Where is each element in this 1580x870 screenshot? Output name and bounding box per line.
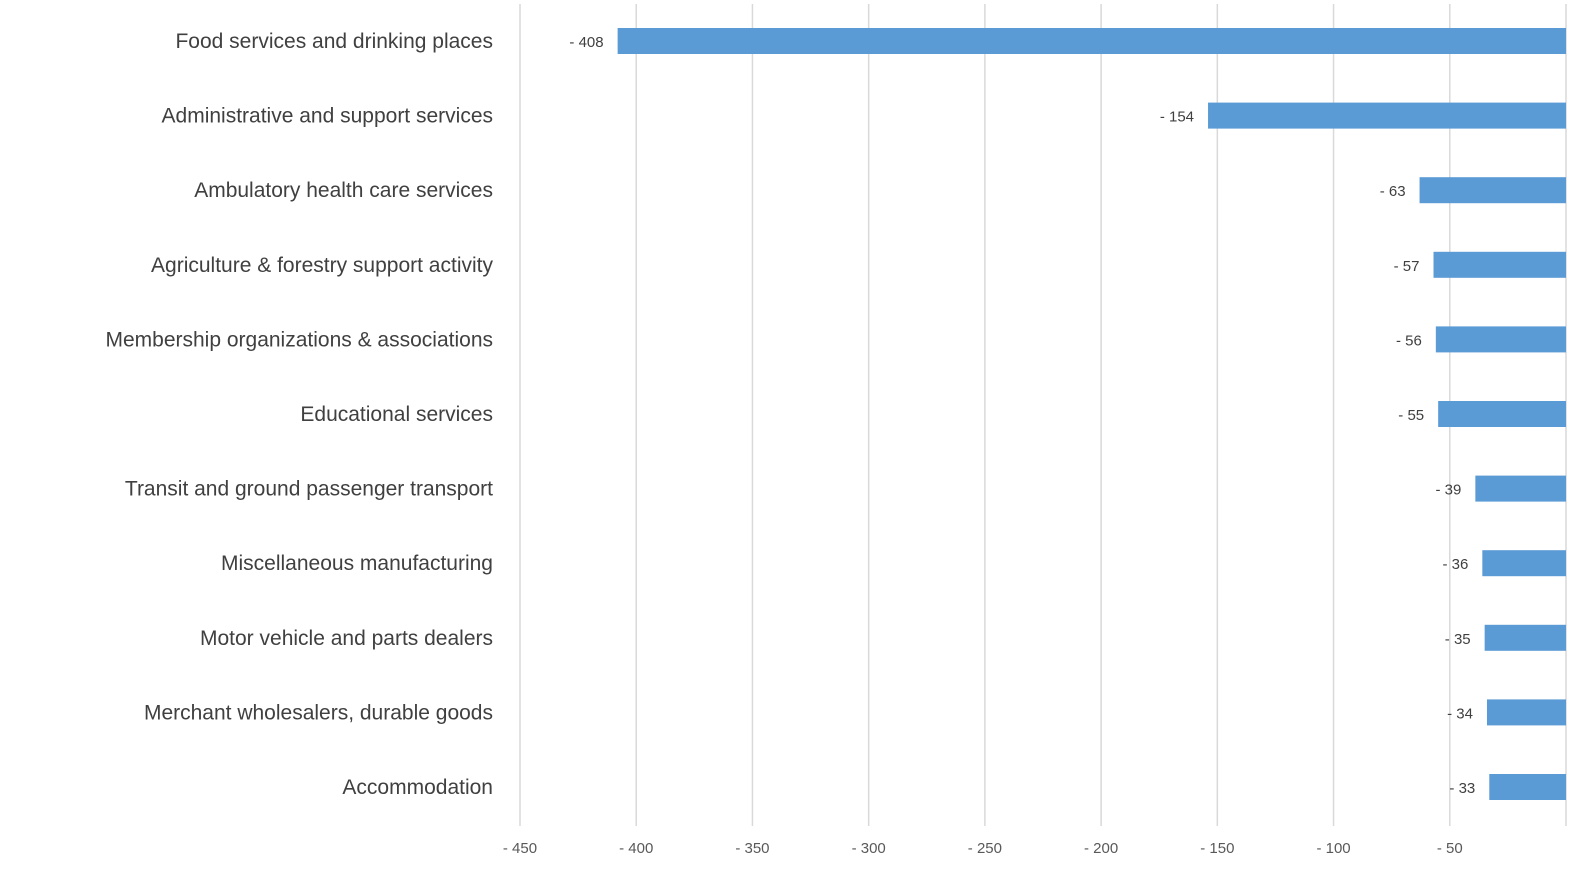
x-tick-label: - 250 [968, 840, 1002, 857]
category-label: Accommodation [342, 776, 493, 799]
data-label: - 63 [1380, 183, 1406, 200]
data-labels: - 408 - 154 - 63 - 57 - 56 - 55 - 39 - 36 - 35 - … [569, 34, 1475, 797]
data-label: - 39 [1435, 482, 1461, 499]
data-label: - 55 [1398, 407, 1424, 424]
category-label: Miscellaneous manufacturing [221, 552, 493, 575]
x-tick-label: - 100 [1316, 840, 1350, 857]
category-label: Agriculture & forestry support activity [151, 254, 493, 277]
x-tick-label: - 400 [619, 840, 653, 857]
category-label: Educational services [300, 403, 493, 426]
bar [1208, 102, 1566, 129]
bar [1484, 624, 1566, 651]
data-label: - 154 [1160, 109, 1194, 126]
bar [1433, 251, 1566, 278]
x-tick-label: - 350 [735, 840, 769, 857]
x-tick-label: - 150 [1200, 840, 1234, 857]
bar [1482, 550, 1566, 577]
bar [1435, 326, 1566, 353]
category-label: Membership organizations & associations [105, 328, 493, 351]
bar [1419, 177, 1566, 204]
data-label: - 33 [1449, 780, 1475, 797]
bars [617, 28, 1566, 800]
category-label: Ambulatory health care services [194, 179, 493, 202]
category-label: Administrative and support services [162, 105, 493, 128]
data-label: - 34 [1447, 705, 1473, 722]
data-label: - 35 [1445, 631, 1471, 648]
x-tick-label: - 300 [852, 840, 886, 857]
x-axis-tick-labels: - 450 - 400 - 350 - 300 - 250 - 200 - 150 - 100… [503, 840, 1463, 857]
x-tick-label: - 200 [1084, 840, 1118, 857]
data-label: - 56 [1396, 332, 1422, 349]
x-tick-label: - 50 [1437, 840, 1463, 857]
data-label: - 36 [1442, 556, 1468, 573]
bar [1438, 401, 1566, 427]
bar [617, 28, 1566, 54]
x-tick-label: - 450 [503, 840, 537, 857]
bar [1489, 774, 1566, 800]
category-label: Motor vehicle and parts dealers [200, 627, 493, 650]
data-label: - 408 [569, 34, 603, 51]
category-label: Merchant wholesalers, durable goods [144, 701, 493, 724]
bar [1475, 475, 1566, 502]
category-labels: Food services and drinking places Adminis… [105, 30, 493, 799]
category-label: Transit and ground passenger transport [125, 478, 493, 501]
bar [1486, 699, 1566, 726]
category-label: Food services and drinking places [175, 30, 493, 53]
data-label: - 57 [1394, 258, 1420, 275]
